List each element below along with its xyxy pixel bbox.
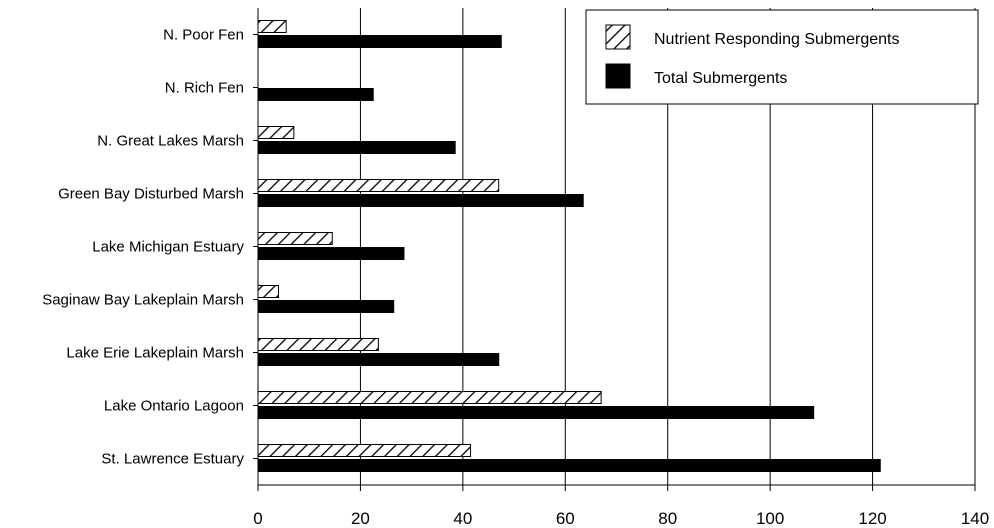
x-tick-label-120: 120 xyxy=(858,509,886,528)
bar-nutrient-saginaw-bay-lakeplain-marsh xyxy=(257,285,279,298)
category-label-n-rich-fen: N. Rich Fen xyxy=(165,80,244,97)
bar-total-lake-michigan-estuary xyxy=(257,247,405,260)
bar-total-green-bay-disturbed-marsh xyxy=(257,194,584,207)
x-tick-label-100: 100 xyxy=(756,509,784,528)
x-tick-label-80: 80 xyxy=(658,509,677,528)
bar-nutrient-green-bay-disturbed-marsh xyxy=(257,179,500,192)
bar-nutrient-lake-erie-lakeplain-marsh xyxy=(257,338,379,351)
bar-total-saginaw-bay-lakeplain-marsh xyxy=(257,300,395,313)
category-label-lake-ontario-lagoon: Lake Ontario Lagoon xyxy=(104,398,244,415)
category-label-n-poor-fen: N. Poor Fen xyxy=(163,27,244,44)
category-label-lake-erie-lakeplain-marsh: Lake Erie Lakeplain Marsh xyxy=(66,345,244,362)
axes: 0 20 40 60 80 100 120 140 N. Poor Fen N. Rich Fen… xyxy=(42,8,989,528)
bar-nutrient-lake-ontario-lagoon xyxy=(257,391,602,404)
bar-nutrient-lake-michigan-estuary xyxy=(257,232,333,245)
x-tick-label-140: 140 xyxy=(961,509,989,528)
bar-nutrient-n-great-lakes-marsh xyxy=(257,126,295,139)
bar-nutrient-st-lawrence-estuary xyxy=(257,444,472,457)
bar-total-n-rich-fen xyxy=(257,88,374,101)
legend-label-total: Total Submergents xyxy=(654,70,787,87)
legend-swatch-total xyxy=(605,63,631,89)
x-tick-label-20: 20 xyxy=(351,509,370,528)
bar-total-n-poor-fen xyxy=(257,35,502,48)
x-tick-label-60: 60 xyxy=(556,509,575,528)
bar-total-st-lawrence-estuary xyxy=(257,459,881,472)
x-tick-label-0: 0 xyxy=(253,509,262,528)
bars xyxy=(257,20,881,472)
bar-total-lake-ontario-lagoon xyxy=(257,406,815,419)
legend-label-nutrient: Nutrient Responding Submergents xyxy=(654,31,899,48)
bar-total-lake-erie-lakeplain-marsh xyxy=(257,353,500,366)
bar-total-n-great-lakes-marsh xyxy=(257,141,456,154)
legend: Nutrient Responding Submergents Total Su… xyxy=(585,9,979,105)
legend-swatch-nutrient xyxy=(605,24,631,50)
category-label-green-bay-disturbed-marsh: Green Bay Disturbed Marsh xyxy=(58,186,244,203)
bar-nutrient-n-poor-fen xyxy=(257,20,287,33)
category-label-st-lawrence-estuary: St. Lawrence Estuary xyxy=(101,451,244,468)
legend-box xyxy=(585,9,979,105)
x-tick-label-40: 40 xyxy=(453,509,472,528)
category-label-lake-michigan-estuary: Lake Michigan Estuary xyxy=(92,239,244,256)
category-label-saginaw-bay-lakeplain-marsh: Saginaw Bay Lakeplain Marsh xyxy=(42,292,244,309)
category-label-n-great-lakes-marsh: N. Great Lakes Marsh xyxy=(97,133,244,150)
